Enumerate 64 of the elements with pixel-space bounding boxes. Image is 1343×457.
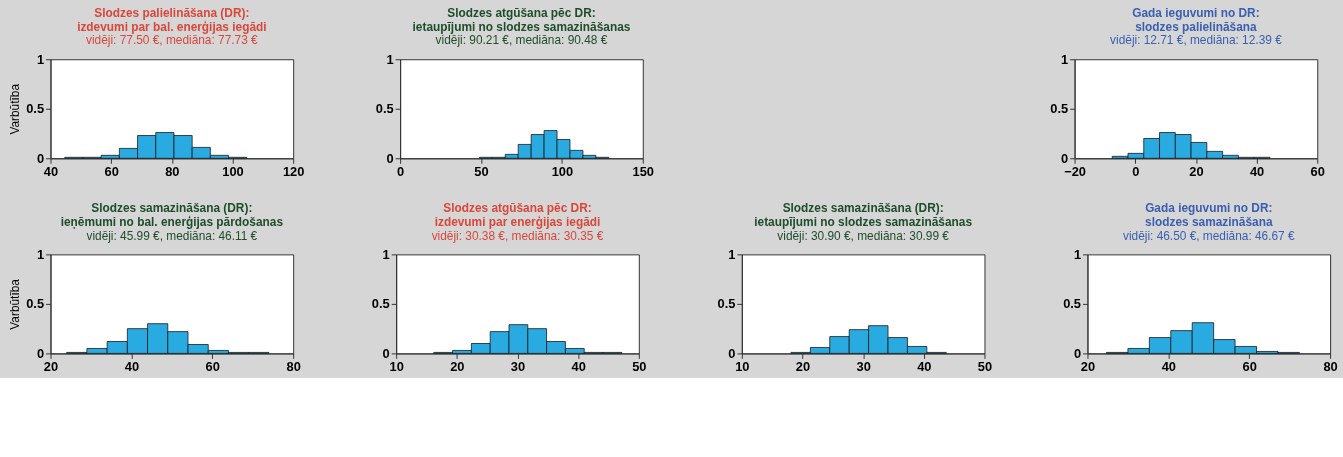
x-tick-label: 40 bbox=[1161, 358, 1177, 374]
x-tick-label: 50 bbox=[977, 358, 993, 374]
x-tick-label: 100 bbox=[222, 163, 244, 179]
chart-subtitle: vidēji: 30.90 €, mediāna: 30.99 € bbox=[777, 228, 950, 243]
y-tick-label: 0 bbox=[382, 345, 390, 361]
x-tick-label: 80 bbox=[165, 163, 180, 179]
x-tick-label: 10 bbox=[735, 358, 750, 374]
y-tick-label: 1 bbox=[36, 246, 45, 262]
chart-title: Gada ieguvumi no DR: slodzes samazināšana bbox=[1145, 200, 1273, 229]
y-tick-label: 0 bbox=[728, 345, 736, 361]
x-tick-label: 60 bbox=[205, 358, 220, 374]
y-tick-label: 1 bbox=[386, 51, 394, 67]
y-tick-label: 1 bbox=[728, 246, 736, 262]
y-tick-label: 0 bbox=[36, 150, 45, 166]
chart-subtitle: vidēji: 90.21 €, mediāna: 90.48 € bbox=[435, 33, 608, 48]
y-tick-label: 0 bbox=[1061, 150, 1069, 166]
y-tick-label: 0.5 bbox=[371, 296, 390, 312]
y-tick-label: 0.5 bbox=[375, 101, 394, 117]
x-tick-label: 60 bbox=[1242, 358, 1257, 374]
x-tick-label: 40 bbox=[124, 358, 140, 374]
y-axis-title: Varbūtība bbox=[8, 278, 23, 330]
y-tick-label: 1 bbox=[1061, 51, 1069, 67]
x-tick-label: 60 bbox=[1310, 163, 1325, 179]
x-tick-label: 30 bbox=[510, 358, 526, 374]
chart-subtitle: vidēji: 45.99 €, mediāna: 46.11 € bbox=[86, 228, 258, 243]
x-tick-label: 20 bbox=[450, 358, 465, 374]
x-tick-label: 10 bbox=[389, 358, 404, 374]
chart-title: Gada ieguvumi no DR: slodzes palielināšana bbox=[1132, 5, 1260, 34]
y-tick-label: 0 bbox=[36, 345, 45, 361]
chart-subtitle: vidēji: 12.71 €, mediāna: 12.39 € bbox=[1110, 33, 1283, 48]
x-tick-label: 100 bbox=[551, 163, 574, 179]
x-tick-label: 60 bbox=[104, 163, 119, 179]
x-tick-label: 40 bbox=[1249, 163, 1265, 179]
y-tick-label: 1 bbox=[382, 246, 390, 262]
y-tick-label: 0.5 bbox=[1050, 101, 1069, 117]
y-tick-label: 0.5 bbox=[717, 296, 736, 312]
x-tick-label: 40 bbox=[917, 358, 932, 374]
x-tick-label: 20 bbox=[1080, 358, 1096, 374]
x-tick-label: 120 bbox=[282, 163, 305, 179]
chart-subtitle: vidēji: 30.38 €, mediāna: 30.35 € bbox=[431, 228, 604, 243]
x-tick-label: 30 bbox=[856, 358, 871, 374]
x-tick-label: 0 bbox=[1132, 163, 1140, 179]
x-tick-label: 20 bbox=[795, 358, 811, 374]
x-tick-label: 50 bbox=[474, 163, 489, 179]
y-axis-title: Varbūtība bbox=[8, 83, 23, 135]
chart-subtitle: vidēji: 46.50 €, mediāna: 46.67 € bbox=[1122, 228, 1296, 243]
y-tick-label: 0.5 bbox=[1063, 296, 1082, 312]
x-tick-label: 50 bbox=[632, 358, 647, 374]
x-tick-label: 80 bbox=[286, 358, 301, 374]
x-tick-label: 40 bbox=[43, 163, 59, 179]
x-tick-label: 40 bbox=[571, 358, 586, 374]
y-tick-label: 0 bbox=[1073, 345, 1082, 361]
x-tick-label: −20 bbox=[1064, 163, 1087, 179]
y-tick-label: 1 bbox=[36, 51, 45, 67]
x-tick-label: 20 bbox=[43, 358, 59, 374]
x-tick-label: 80 bbox=[1323, 358, 1338, 374]
x-tick-label: 20 bbox=[1189, 163, 1204, 179]
y-tick-label: 0 bbox=[386, 150, 394, 166]
x-tick-label: 150 bbox=[632, 163, 655, 179]
x-tick-label: 0 bbox=[397, 163, 405, 179]
y-tick-label: 0.5 bbox=[26, 296, 45, 312]
chart-subtitle: vidēji: 77.50 €, mediāna: 77.73 € bbox=[86, 33, 259, 48]
y-tick-label: 0.5 bbox=[26, 101, 45, 117]
y-tick-label: 1 bbox=[1073, 246, 1082, 262]
